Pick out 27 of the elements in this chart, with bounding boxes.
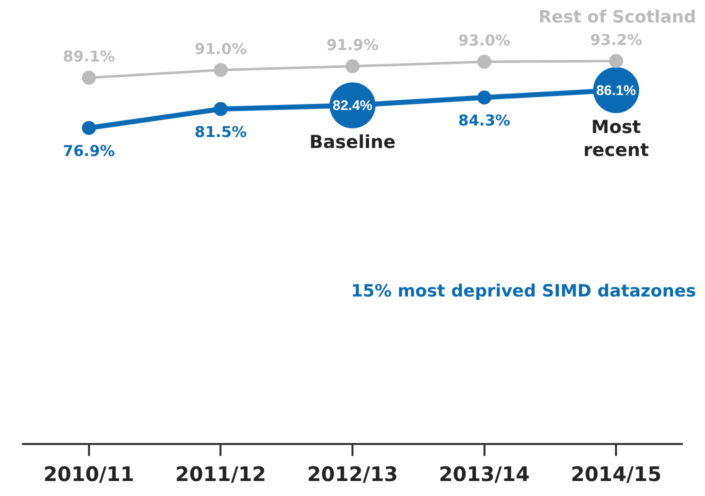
data-label: 82.4% — [332, 97, 373, 114]
data-label: 81.5% — [194, 122, 247, 141]
data-label: 93.2% — [590, 30, 642, 49]
point — [477, 90, 492, 105]
data-label: 91.0% — [194, 40, 247, 58]
point — [477, 54, 492, 69]
data-label: 91.9% — [326, 36, 379, 54]
data-label: 76.9% — [62, 142, 115, 160]
x-tick-label: 2012/13 — [307, 462, 398, 486]
point — [346, 59, 360, 74]
data-label: 89.1% — [62, 48, 115, 66]
point — [82, 70, 96, 85]
point — [214, 62, 228, 77]
data-label: 93.0% — [458, 32, 510, 50]
point — [82, 120, 96, 135]
text: 15% most deprived SIMD datazones — [350, 281, 696, 302]
data-label: 86.1% — [596, 82, 636, 98]
x-tick-label: 2014/15 — [570, 462, 662, 486]
point — [609, 54, 624, 68]
annotation: Most recent — [583, 116, 650, 161]
data-label: 84.3% — [458, 111, 510, 130]
x-tick-label: 2013/14 — [438, 462, 530, 486]
x-tick-label: 2011/12 — [175, 462, 266, 486]
x-tick-label: 2010/11 — [43, 462, 134, 486]
text: Rest of Scotland — [538, 7, 696, 28]
annotation: Baseline — [309, 132, 396, 154]
point — [214, 102, 228, 116]
